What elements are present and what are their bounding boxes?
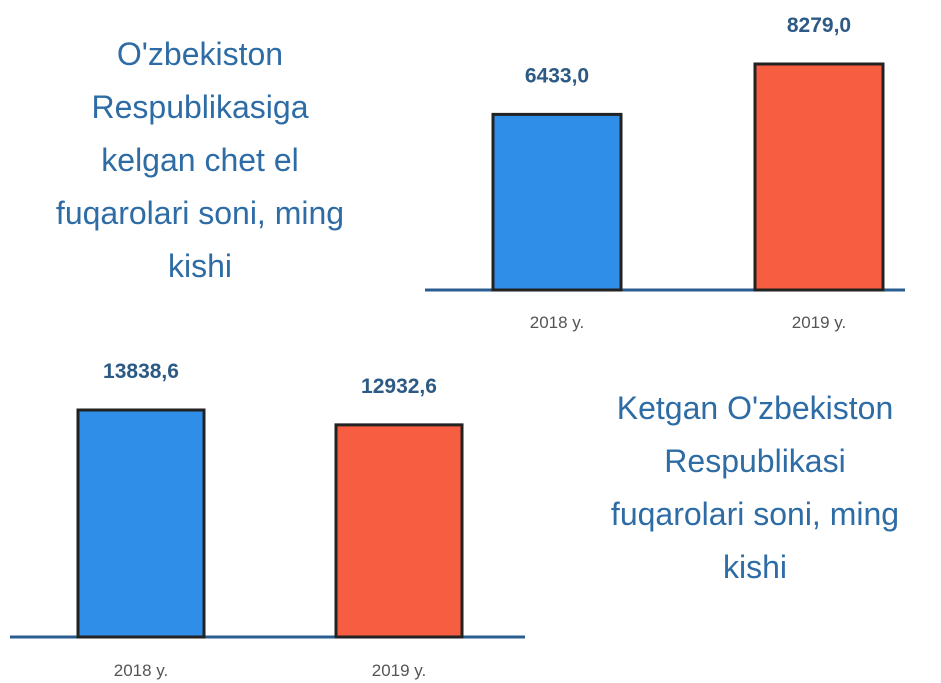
chart-title: O'zbekiston Respublikasiga kelgan chet e… bbox=[55, 36, 345, 284]
bar bbox=[491, 112, 623, 292]
data-label: 13838,6 bbox=[103, 360, 179, 383]
x-tick-label: 2019 y. bbox=[372, 661, 427, 680]
bar bbox=[76, 408, 206, 639]
x-tick-label: 2019 y. bbox=[792, 313, 847, 332]
data-label: 12932,6 bbox=[361, 375, 437, 398]
bar bbox=[753, 62, 885, 292]
chart-title: Ketgan O'zbekiston Respublikasi fuqarola… bbox=[610, 390, 900, 585]
x-tick-label: 2018 y. bbox=[114, 661, 169, 680]
x-tick-label: 2018 y. bbox=[530, 313, 585, 332]
data-label: 8279,0 bbox=[787, 14, 851, 37]
bar bbox=[334, 423, 464, 639]
data-label: 6433,0 bbox=[525, 64, 589, 87]
